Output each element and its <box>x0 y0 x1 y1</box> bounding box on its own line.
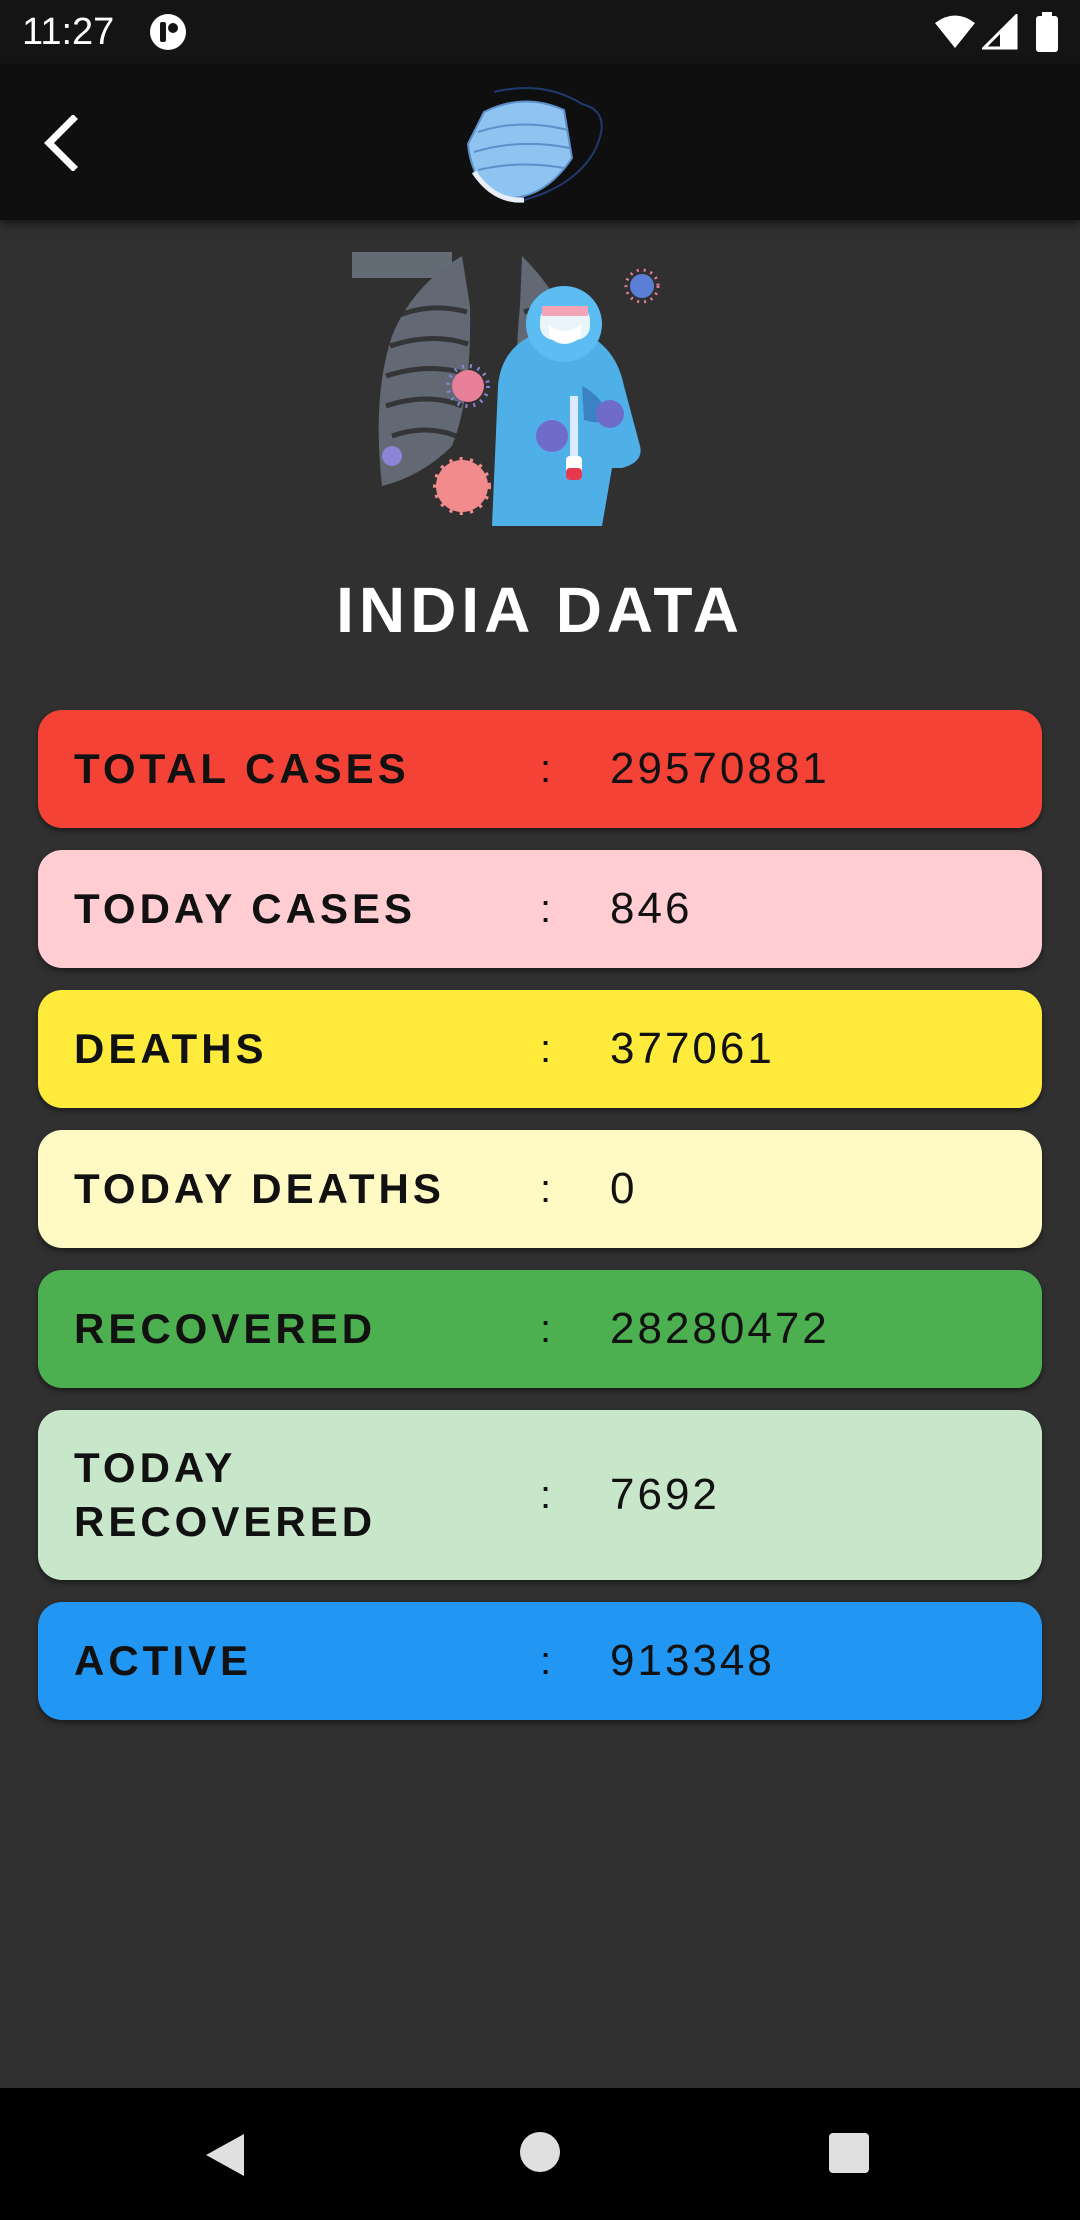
stats-list: TOTAL CASES : 29570881 TODAY CASES : 846… <box>38 710 1042 1742</box>
stat-separator: : <box>540 1167 552 1211</box>
stat-value: 0 <box>610 1164 638 1213</box>
stat-card-today-cases: TODAY CASES : 846 <box>38 850 1042 968</box>
stat-value: 913348 <box>610 1636 775 1685</box>
status-time: 11:27 <box>22 11 115 53</box>
back-button[interactable] <box>24 106 98 180</box>
stat-label: ACTIVE <box>74 1637 253 1684</box>
stat-value: 28280472 <box>610 1304 830 1353</box>
app-bar <box>0 64 1080 220</box>
stat-separator: : <box>540 1473 552 1517</box>
stat-value: 29570881 <box>610 744 830 793</box>
face-mask-logo <box>466 87 603 203</box>
page-title: INDIA DATA <box>336 574 744 646</box>
square-recents-icon[interactable] <box>828 2132 870 2174</box>
health-worker-illustration <box>352 252 660 526</box>
stat-label: TODAY DEATHS <box>74 1165 445 1212</box>
stat-value: 377061 <box>610 1024 775 1073</box>
circle-home-icon[interactable] <box>518 2130 562 2174</box>
stat-separator: : <box>540 1027 552 1071</box>
app-notification-icon <box>150 14 186 50</box>
stat-card-deaths: DEATHS : 377061 <box>38 990 1042 1108</box>
stat-label: TOTAL CASES <box>74 745 410 792</box>
stat-separator: : <box>540 1307 552 1351</box>
stat-separator: : <box>540 887 552 931</box>
signal-icon <box>982 14 1018 50</box>
stat-separator: : <box>540 1639 552 1683</box>
stat-card-today-recovered: TODAY RECOVERED : 7692 <box>38 1410 1042 1580</box>
stat-card-total-cases: TOTAL CASES : 29570881 <box>38 710 1042 828</box>
triangle-back-icon[interactable] <box>200 2130 250 2180</box>
stat-label: TODAY CASES <box>74 885 416 932</box>
wifi-icon <box>935 15 975 48</box>
stat-separator: : <box>540 747 552 791</box>
system-nav-bar <box>0 2088 1080 2220</box>
virus-icon <box>433 457 491 515</box>
stat-label: RECOVERED <box>74 1305 377 1352</box>
stat-value: 846 <box>610 884 693 933</box>
stat-label: TODAY RECOVERED <box>74 1444 377 1545</box>
stat-label: DEATHS <box>74 1025 268 1072</box>
stat-card-today-deaths: TODAY DEATHS : 0 <box>38 1130 1042 1248</box>
stat-card-active: ACTIVE : 913348 <box>38 1602 1042 1720</box>
battery-icon <box>1036 12 1058 52</box>
stat-card-recovered: RECOVERED : 28280472 <box>38 1270 1042 1388</box>
chevron-left-icon <box>44 115 78 171</box>
stat-value: 7692 <box>610 1470 720 1519</box>
status-bar: 11:27 <box>0 0 1080 64</box>
